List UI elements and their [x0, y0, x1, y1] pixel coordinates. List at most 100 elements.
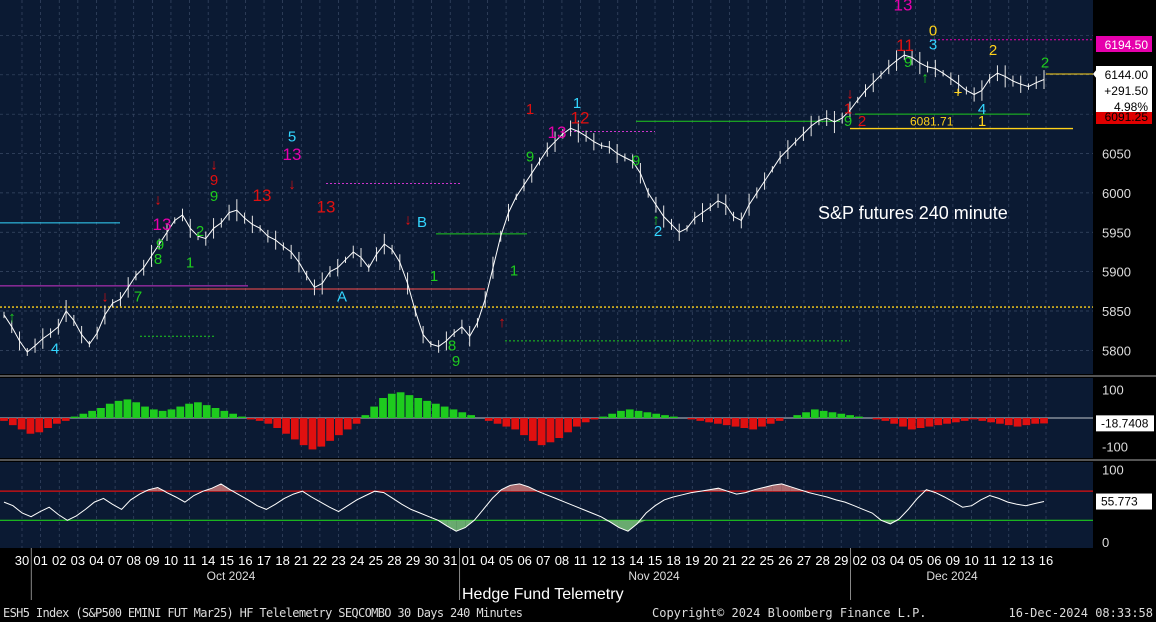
momentum-bar	[317, 418, 326, 447]
x-tick-label: 26	[778, 553, 792, 568]
momentum-bar	[731, 418, 740, 427]
sequential-count-label: 2	[1041, 55, 1049, 72]
momentum-bar	[722, 418, 731, 426]
level-box-6091	[1096, 112, 1152, 124]
x-tick-label: 30	[424, 553, 438, 568]
x-tick-label: 02	[853, 553, 867, 568]
momentum-bar	[423, 400, 431, 418]
momentum-bar	[141, 406, 149, 418]
momentum-bar	[431, 403, 440, 418]
momentum-bar	[528, 418, 537, 441]
x-tick-label: 14	[629, 553, 643, 568]
x-tick-label: 12	[592, 553, 606, 568]
momentum-bar	[246, 418, 255, 420]
sequential-count-label: 2	[196, 223, 204, 240]
x-tick-label: 19	[685, 553, 699, 568]
sequential-count-label: 13	[548, 123, 567, 142]
momentum-bar	[581, 418, 590, 423]
x-tick-label: 12	[1002, 553, 1016, 568]
sequential-count-label: 9	[844, 113, 852, 130]
overbought-fill	[157, 487, 167, 492]
y-tick-label: 5900	[1102, 265, 1131, 280]
month-label: Dec 2024	[926, 569, 978, 583]
x-tick-label: 03	[71, 553, 85, 568]
momentum-bar	[255, 418, 264, 421]
momentum-bar	[484, 418, 493, 421]
x-tick-label: 13	[1020, 553, 1034, 568]
sequential-count-label: ↓	[154, 192, 162, 209]
momentum-bar	[1013, 418, 1022, 427]
x-tick-label: 21	[294, 553, 308, 568]
momentum-bar	[167, 409, 176, 418]
oversold-fill	[618, 520, 628, 532]
momentum-bar	[185, 403, 193, 418]
momentum-bar	[379, 398, 387, 418]
x-tick-label: 25	[369, 553, 383, 568]
oversold-fill	[447, 520, 457, 532]
momentum-bar	[149, 409, 158, 418]
momentum-bar	[158, 410, 167, 418]
overbought-fill	[510, 483, 520, 492]
momentum-bar	[70, 416, 79, 418]
x-tick-label: 13	[611, 553, 625, 568]
momentum-bar	[537, 418, 546, 446]
momentum-bar	[978, 418, 987, 421]
sequential-count-label: 9	[452, 353, 460, 370]
momentum-bar	[669, 416, 678, 418]
x-tick-label: 05	[908, 553, 922, 568]
x-tick-label: 16	[238, 553, 252, 568]
change-pct-box	[1096, 98, 1152, 114]
x-tick-label: 22	[741, 553, 755, 568]
x-tick-label: 10	[164, 553, 178, 568]
sequential-count-label: 2	[989, 42, 997, 59]
momentum-bar	[555, 418, 564, 438]
x-tick-label: 06	[927, 553, 941, 568]
sequential-count-label: 3	[929, 37, 937, 54]
momentum-bar	[458, 412, 467, 418]
momentum-bar	[793, 415, 802, 418]
momentum-bar	[890, 418, 899, 424]
momentum-bar	[229, 413, 238, 418]
oscillator-line	[3, 483, 1045, 532]
overbought-fill	[781, 483, 791, 492]
sequential-count-label: ↓	[846, 85, 854, 102]
change-box-label: +291.50	[1104, 84, 1148, 98]
momentum-bar	[114, 400, 123, 418]
momentum-last-label: -18.7408	[1101, 416, 1149, 430]
last-price-pointer	[1093, 69, 1097, 79]
x-tick-label: 22	[313, 553, 327, 568]
momentum-bar	[599, 416, 608, 418]
month-label: Nov 2024	[628, 569, 680, 583]
momentum-bar	[1040, 418, 1048, 424]
momentum-bar	[846, 415, 854, 418]
sequential-count-label: ↓	[210, 156, 218, 173]
momentum-bar	[194, 402, 202, 418]
momentum-bar	[608, 413, 617, 418]
sequential-count-label: A	[337, 289, 347, 306]
momentum-bar	[987, 418, 995, 423]
overbought-fill	[772, 483, 782, 492]
momentum-bar	[299, 418, 308, 446]
overbought-fill	[917, 489, 927, 492]
oversold-fill	[628, 520, 638, 532]
momentum-bar	[916, 418, 925, 428]
momentum-bar	[758, 418, 766, 427]
momentum-bar	[881, 418, 890, 421]
sequential-count-label: 13	[894, 0, 913, 14]
momentum-bar	[872, 418, 881, 420]
x-tick-label: 25	[759, 553, 773, 568]
sequential-count-label: +	[954, 85, 963, 102]
momentum-bar	[326, 418, 334, 441]
overbought-fill	[492, 489, 502, 492]
y-tick-label: 5850	[1102, 304, 1131, 319]
momentum-bar	[634, 410, 643, 418]
momentum-bar	[493, 418, 502, 424]
x-tick-label: 31	[443, 553, 457, 568]
oscillator-last-label: 55.773	[1101, 495, 1138, 509]
x-tick-label: 29	[834, 553, 848, 568]
sequential-count-label: 13	[317, 198, 336, 217]
momentum-bar	[132, 402, 141, 418]
sequential-count-label: ↑	[498, 314, 506, 331]
x-tick-label: 03	[871, 553, 885, 568]
